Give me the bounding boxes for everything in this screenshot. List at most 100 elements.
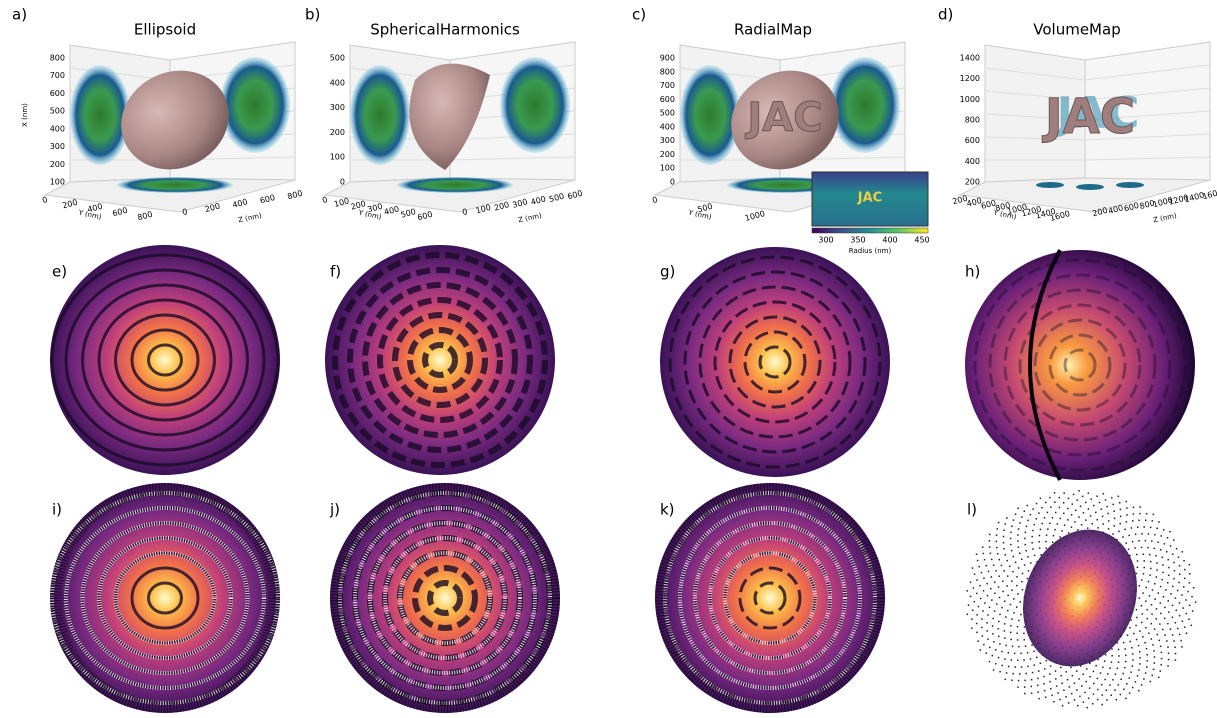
speckle [1017, 534, 1019, 536]
speckle [1027, 505, 1029, 507]
panel-label: j) [329, 501, 340, 519]
speckle [1091, 498, 1093, 500]
speckle [1144, 567, 1146, 569]
speckle [1133, 513, 1135, 515]
speckle [1010, 532, 1012, 534]
speckle [1181, 646, 1183, 648]
speckle [1086, 668, 1088, 670]
speckle [1018, 680, 1020, 682]
speckle [1167, 646, 1169, 648]
z-tick-label: 300 [330, 103, 345, 112]
speckle [991, 576, 993, 578]
speckle [994, 593, 996, 595]
speckle [1057, 523, 1059, 525]
panel-label: g) [660, 263, 675, 281]
speckle [1104, 679, 1106, 681]
speckle [1150, 561, 1152, 563]
speckle [1069, 686, 1071, 688]
speckle [1153, 514, 1155, 516]
speckle [999, 559, 1001, 561]
speckle [1145, 627, 1147, 629]
speckle [1146, 654, 1148, 656]
speckle [1054, 502, 1056, 504]
speckle [1010, 544, 1012, 546]
speckle [992, 633, 994, 635]
speckle [1175, 597, 1177, 599]
speckle [1103, 493, 1105, 495]
speckle [1050, 506, 1052, 508]
speckle [1036, 503, 1038, 505]
z-tick-label: 0 [340, 178, 345, 187]
speckle [983, 578, 985, 580]
speckle [1001, 607, 1003, 609]
speckle [984, 602, 986, 604]
speckle [1082, 496, 1084, 498]
speckle [1006, 672, 1008, 674]
y-tick-label: 600 [416, 210, 433, 223]
projection [1036, 182, 1064, 188]
speckle [1154, 628, 1156, 630]
speckle [1156, 576, 1158, 578]
speckle [1145, 540, 1147, 542]
speckle [1012, 673, 1014, 675]
z-tick-label: 200 [965, 178, 980, 187]
projection [500, 57, 570, 153]
speckle [1066, 671, 1068, 673]
speckle [1137, 675, 1139, 677]
speckle [986, 565, 988, 567]
speckle [1149, 595, 1151, 597]
speckle [1167, 665, 1169, 667]
speckle [1019, 522, 1021, 524]
speckle [1143, 526, 1145, 528]
speckle [1032, 548, 1034, 550]
speckle [1025, 673, 1027, 675]
speckle [1038, 698, 1040, 700]
speckle [1161, 658, 1163, 660]
z-tick-label: 600 [660, 95, 675, 104]
speckle [1077, 705, 1079, 707]
speckle [1191, 596, 1193, 598]
speckle [1015, 513, 1017, 515]
speckle [979, 585, 981, 587]
z-tick-label: 200 [330, 128, 345, 137]
z-tick-label: 100 [330, 153, 345, 162]
speckle [1085, 681, 1087, 683]
speckle [1096, 519, 1098, 521]
speckle [1154, 548, 1156, 550]
speckle [967, 590, 969, 592]
axis-label: Z (nm) [518, 212, 543, 225]
speckle [1018, 546, 1020, 548]
speckle [1167, 559, 1169, 561]
speckle [976, 623, 978, 625]
speckle [1173, 640, 1175, 642]
speckle [983, 553, 985, 555]
speckle [1123, 642, 1125, 644]
speckle [1076, 689, 1078, 691]
speckle [1090, 515, 1092, 517]
speckle [1180, 640, 1182, 642]
shape-text: JAC [1042, 89, 1135, 145]
speckle [1112, 679, 1114, 681]
speckle [1027, 652, 1029, 654]
speckle [1155, 555, 1157, 557]
speckle [1125, 501, 1127, 503]
speckle [1078, 678, 1080, 680]
speckle [1123, 673, 1125, 675]
speckle [1101, 694, 1103, 696]
speckle [1139, 657, 1141, 659]
pattern [1004, 513, 1155, 682]
speckle [1063, 493, 1065, 495]
z-tick-label: 600 [965, 136, 980, 145]
speckle [1104, 660, 1106, 662]
speckle [1124, 667, 1126, 669]
speckle [998, 628, 1000, 630]
speckle [1166, 551, 1168, 553]
speckle [1184, 569, 1186, 571]
speckle [1150, 568, 1152, 570]
speckle [995, 649, 997, 651]
speckle [991, 599, 993, 601]
speckle [981, 618, 983, 620]
y-tick-label: 1000 [744, 209, 766, 223]
speckle [1087, 527, 1089, 529]
speckle [1129, 677, 1131, 679]
